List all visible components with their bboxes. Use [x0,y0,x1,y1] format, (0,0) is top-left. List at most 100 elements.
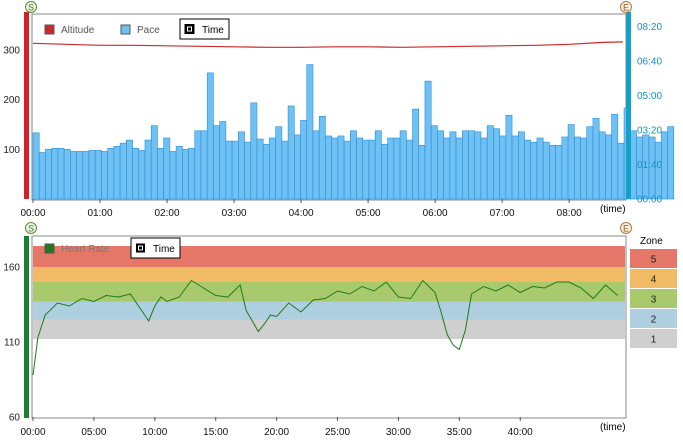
pace-bars [32,64,675,200]
pace-bar [63,149,71,200]
top-end-badge[interactable]: E [620,1,632,13]
pace-bar [70,151,77,200]
legend-time-toggle[interactable]: Time [179,18,230,40]
zone-legend-swatch [630,329,677,348]
top-start-badge-label: S [28,3,34,13]
pace-bar [412,108,420,200]
pace-bar [101,151,108,200]
pace-bar [244,141,252,200]
pace-bar [573,136,581,200]
pace-bar [76,151,84,200]
bottom-x-tick-label: 25:00 [325,427,350,438]
altitude-line [32,41,623,48]
zone-legend-swatch [630,269,677,288]
pace-bar [480,137,488,200]
bottom-end-badge[interactable]: E [620,222,632,234]
zone-band-1 [33,319,625,339]
pace-bar [163,137,171,200]
pace-bar [51,148,59,200]
zone-legend-label: 5 [651,255,657,266]
pace-bar [567,124,575,200]
pace-tick-label: 06:40 [637,57,662,68]
pace-bar [250,102,258,200]
heart-rate-chart: 60 110 160 00:00 05:00 10:00 15:00 20:00 25:00 3… [3,222,677,438]
pace-bar [175,145,183,200]
legend-heart-rate-label: Heart Rate [61,244,110,255]
pace-bar [381,143,388,200]
pace-tick-label: 05:00 [637,91,662,102]
zone-legend: 5 4 3 2 1 [630,249,677,348]
heart-rate-tick-label: 160 [3,263,20,274]
pace-bar [150,125,158,200]
pace-bar [107,148,115,200]
pace-bar [598,131,606,200]
top-start-badge[interactable]: S [25,1,37,13]
pace-bar [511,135,519,200]
pace-tick-label: 08:20 [637,22,662,33]
altitude-tick-label: 200 [3,95,20,106]
bottom-x-tick-label: 20:00 [264,427,289,438]
pace-bar [331,137,339,200]
heart-rate-tick-label: 110 [4,338,20,349]
bottom-end-badge-label: E [623,224,629,234]
pace-bar [605,134,612,200]
pace-bar [88,150,96,200]
legend-pace[interactable]: Pace [120,24,160,36]
altitude-tick-label: 300 [3,45,20,56]
pace-bar [225,140,233,200]
pace-bar [362,139,370,200]
legend-altitude[interactable]: Altitude [44,24,95,36]
top-x-tick-label: 03:00 [222,208,247,219]
legend-pace-label: Pace [137,25,160,36]
pace-bar [169,151,177,200]
pace-bar [393,137,401,200]
pace-bar [549,144,556,200]
pace-bar [281,140,289,200]
pace-bar [306,64,314,200]
pace-bar [188,148,196,200]
pace-bar [586,126,594,200]
red-square-icon [44,24,55,35]
pace-bar [542,141,550,200]
pace-bar [126,139,133,200]
legend-heart-rate[interactable]: Heart Rate [44,243,110,255]
pace-bar [287,105,295,200]
pace-bar [182,149,189,200]
pace-bar [592,118,600,200]
pace-bar [468,130,476,200]
pace-bar [337,135,345,200]
pace-bar [387,137,395,200]
pace-bar [399,130,407,200]
heart-rate-line [32,279,619,376]
pace-bar [405,139,413,200]
pace-bar [45,149,52,200]
pace-bar [312,130,320,200]
altitude-axis-ticks: 100 200 300 [3,45,20,156]
top-x-tick-label: 00:00 [20,208,45,219]
top-x-tick-label: 08:00 [557,208,582,219]
pace-bar [349,130,357,200]
legend-time-toggle-bottom[interactable]: Time [130,237,181,259]
top-x-tick-label: 07:00 [490,208,515,219]
zone-legend-swatch [630,249,677,268]
pace-bar [38,152,46,200]
zone-legend-label: 1 [651,335,657,346]
top-time-axis-ticks: 00:00 01:00 02:00 03:00 04:00 05:00 06:00 07:00… [20,199,582,219]
pace-bar [667,126,675,200]
pace-bar [231,140,239,200]
pace-bar [262,143,270,200]
zone-legend-label: 2 [651,315,657,326]
pace-bar [524,139,532,200]
bottom-x-tick-label: 30:00 [386,427,411,438]
pace-bar [213,125,220,200]
time-toggle-box-bottom [130,237,181,259]
heart-rate-axis-bar [24,236,29,418]
pace-bar [505,114,513,200]
pace-bar [443,137,451,200]
top-x-unit: (time) [600,204,626,215]
pace-bar [430,125,438,200]
bottom-start-badge[interactable]: S [25,222,37,234]
black-square-icon-core [188,27,191,31]
